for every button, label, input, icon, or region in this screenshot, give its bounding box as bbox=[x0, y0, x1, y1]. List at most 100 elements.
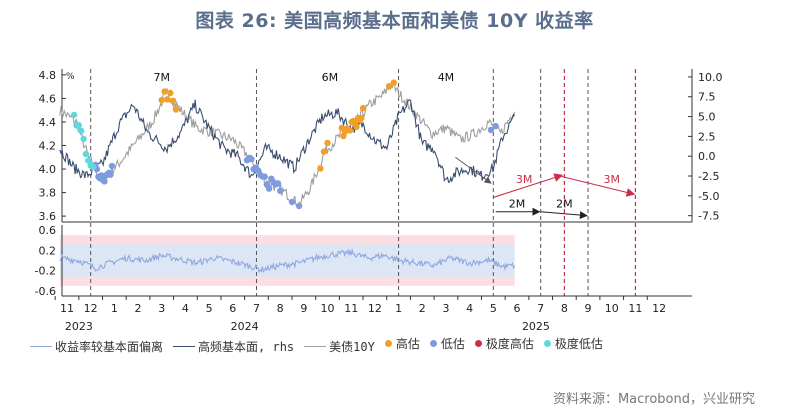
band-inner bbox=[59, 244, 515, 277]
month-label-1: 12 bbox=[84, 302, 98, 315]
right-tick-2: 5.0 bbox=[698, 111, 716, 124]
month-label-9: 8 bbox=[277, 302, 284, 315]
legend-item-extreme_low: 极度低估 bbox=[543, 335, 603, 352]
right-tick-5: -2.5 bbox=[698, 170, 719, 183]
legend-swatch-low bbox=[429, 340, 437, 347]
fundamental-line bbox=[59, 99, 516, 184]
valuation-dots bbox=[70, 79, 499, 210]
high-dot-26 bbox=[172, 106, 180, 113]
month-label-6: 5 bbox=[206, 302, 213, 315]
legend-swatch-deviation bbox=[30, 346, 52, 347]
left-tick-0: 4.8 bbox=[39, 69, 57, 82]
month-label-23: 10 bbox=[605, 302, 619, 315]
chart-legend: 收益率较基本面偏离 高频基本面, rhs 美债10Y 高估 低估 极度高估 极度低估 bbox=[30, 335, 789, 355]
legend-label-extreme_high: 极度高估 bbox=[485, 337, 534, 351]
month-label-0: 11 bbox=[60, 302, 74, 315]
deviation-line bbox=[59, 248, 516, 274]
period-label-2: 4M bbox=[438, 71, 455, 84]
period-label-6: 3M bbox=[603, 173, 620, 186]
month-label-15: 2 bbox=[419, 302, 426, 315]
month-label-13: 12 bbox=[368, 302, 382, 315]
legend-label-deviation: 收益率较基本面偏离 bbox=[55, 340, 164, 354]
left-tick-4: 4.0 bbox=[39, 163, 57, 176]
month-label-19: 6 bbox=[514, 302, 521, 315]
period-label-0: 7M bbox=[153, 71, 170, 84]
high-dot-45 bbox=[317, 165, 324, 172]
year-label-0: 2023 bbox=[65, 320, 93, 333]
legend-label-fundamental: 高频基本面, rhs bbox=[198, 340, 295, 354]
year-label-2: 2025 bbox=[522, 320, 550, 333]
extreme-low-dot-12 bbox=[70, 111, 78, 119]
legend-swatch-extreme_low bbox=[543, 340, 551, 347]
year-label-1: 2024 bbox=[231, 320, 259, 333]
source-note: 资料来源：Macrobond，兴业研究 bbox=[552, 392, 755, 407]
month-label-25: 12 bbox=[652, 302, 666, 315]
high-dot-62 bbox=[385, 83, 393, 90]
high-dot-22 bbox=[161, 88, 168, 95]
low-dot-35 bbox=[261, 173, 268, 180]
extreme-low-dot-16 bbox=[80, 135, 87, 143]
month-label-17: 4 bbox=[466, 302, 473, 315]
month-label-3: 2 bbox=[135, 302, 142, 315]
legend-label-low: 低估 bbox=[440, 337, 465, 351]
month-label-18: 5 bbox=[490, 302, 497, 315]
legend-label-yield: 美债10Y bbox=[329, 340, 375, 354]
period-arrow-2 bbox=[559, 175, 636, 197]
low-dot-42 bbox=[277, 187, 284, 195]
period-label-1: 6M bbox=[322, 71, 339, 84]
right-tick-0: 10.0 bbox=[698, 71, 723, 84]
low-dot-37 bbox=[265, 185, 273, 192]
extreme-low-dot-18 bbox=[85, 157, 92, 164]
legend-swatch-high bbox=[384, 340, 392, 347]
low-dot-41 bbox=[274, 180, 282, 187]
period-label-4: 2M bbox=[509, 198, 526, 211]
high-dot-24 bbox=[167, 89, 174, 97]
period-label-3: 3M bbox=[516, 173, 533, 186]
yield-10y-line bbox=[59, 80, 516, 208]
left-tick-2: 4.4 bbox=[39, 116, 57, 129]
high-dot-53 bbox=[346, 127, 354, 134]
bottom-tick-3: -0.6 bbox=[35, 285, 56, 298]
month-label-4: 3 bbox=[158, 302, 165, 315]
legend-item-low: 低估 bbox=[429, 335, 465, 352]
legend-label-high: 高估 bbox=[395, 337, 420, 351]
month-label-8: 7 bbox=[253, 302, 260, 315]
month-label-24: 11 bbox=[628, 302, 642, 315]
period-arrow-1 bbox=[493, 173, 564, 198]
low-dot-43 bbox=[288, 198, 296, 206]
period-arrow-4 bbox=[540, 211, 588, 220]
period-labels: 7M 6M 4M 3M 2M 2M 3M bbox=[153, 71, 619, 211]
low-dot-29 bbox=[248, 155, 255, 163]
legend-item-fundamental: 高频基本面, rhs bbox=[173, 338, 294, 355]
high-dot-47 bbox=[324, 139, 331, 147]
month-label-11: 10 bbox=[321, 302, 335, 315]
month-label-20: 7 bbox=[537, 302, 544, 315]
high-dot-25 bbox=[169, 97, 177, 105]
series-lines bbox=[59, 80, 516, 274]
right-tick-7: -7.5 bbox=[698, 210, 719, 223]
month-label-2: 1 bbox=[111, 302, 118, 315]
right-tick-4: 0.0 bbox=[698, 150, 716, 163]
right-tick-1: 7.5 bbox=[698, 91, 716, 104]
period-label-5: 2M bbox=[556, 198, 573, 211]
left-tick-3: 4.2 bbox=[39, 140, 57, 153]
high-dot-46 bbox=[320, 148, 328, 155]
high-dot-61 bbox=[359, 104, 367, 112]
legend-item-deviation: 收益率较基本面偏离 bbox=[30, 338, 163, 355]
right-tick-3: 2.5 bbox=[698, 130, 716, 143]
left-axis-unit: % bbox=[66, 72, 75, 82]
legend-swatch-extreme_high bbox=[474, 340, 482, 347]
bottom-tick-2: -0.2 bbox=[35, 265, 56, 278]
low-dot-44 bbox=[295, 202, 303, 210]
extreme-low-dot-20 bbox=[89, 163, 97, 171]
low-dot-65 bbox=[492, 122, 499, 130]
legend-swatch-fundamental bbox=[173, 346, 196, 347]
left-tick-6: 3.6 bbox=[39, 210, 57, 223]
low-dot-6 bbox=[101, 178, 108, 185]
low-dot-11 bbox=[108, 162, 116, 170]
bottom-tick-1: 0.2 bbox=[39, 244, 57, 257]
legend-item-high: 高估 bbox=[384, 335, 420, 352]
deviation-bands bbox=[59, 235, 515, 286]
low-dot-64 bbox=[487, 126, 495, 134]
